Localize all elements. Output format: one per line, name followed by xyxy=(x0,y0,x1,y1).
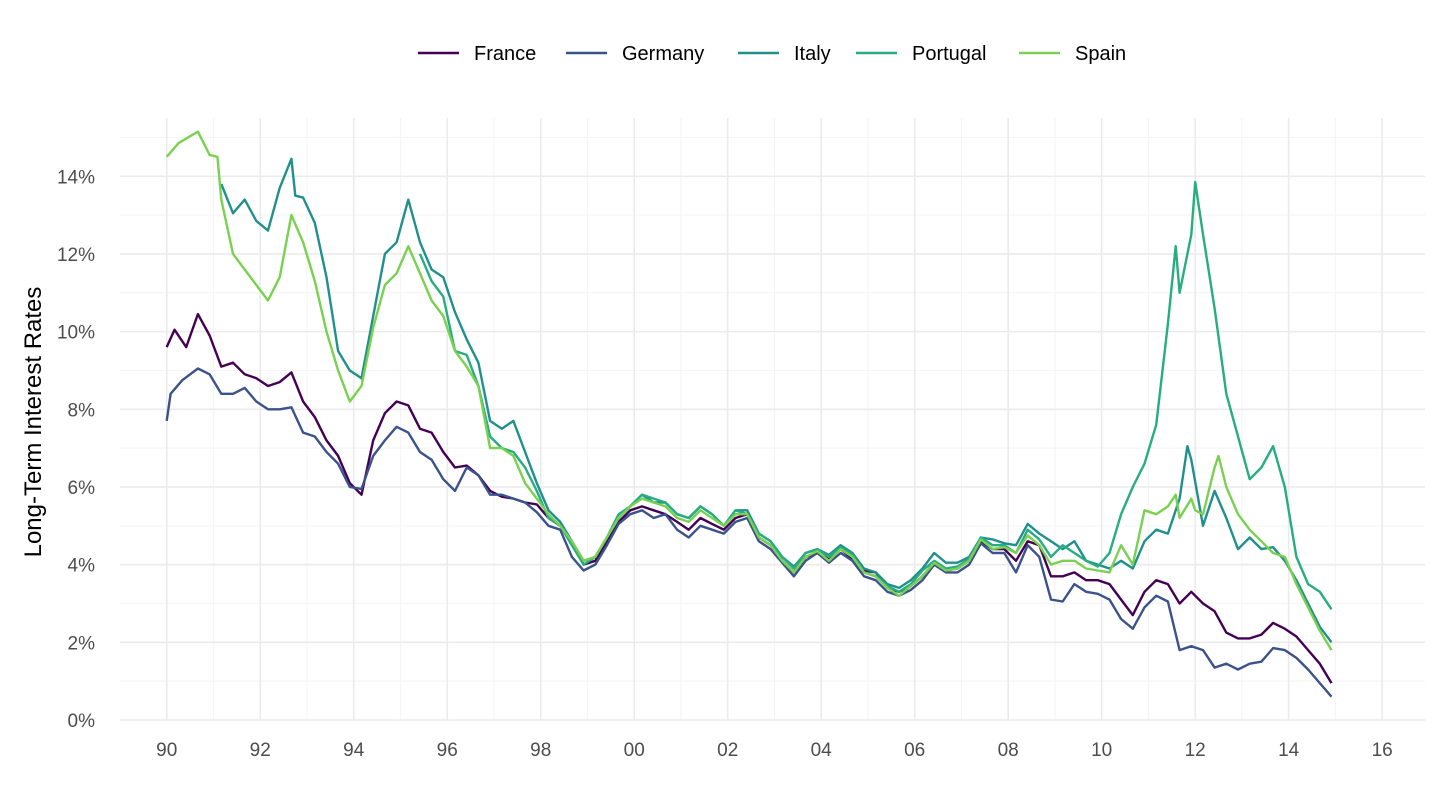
x-tick-label: 96 xyxy=(437,740,458,761)
x-tick-label: 04 xyxy=(811,740,833,761)
y-tick-label: 2% xyxy=(68,633,96,654)
x-tick-label: 14 xyxy=(1278,740,1300,761)
x-axis-tick-labels: 90 92 94 96 98 00 02 04 06 08 10 12 14 16 xyxy=(156,740,1393,761)
x-tick-label: 02 xyxy=(717,740,738,761)
x-tick-label: 00 xyxy=(624,740,645,761)
y-tick-label: 12% xyxy=(57,245,95,266)
legend-label-portugal: Portugal xyxy=(912,43,987,65)
series-line-germany xyxy=(165,367,1333,698)
legend-label-germany: Germany xyxy=(622,43,704,65)
x-tick-label: 92 xyxy=(250,740,271,761)
x-tick-label: 08 xyxy=(998,740,1019,761)
y-tick-label: 10% xyxy=(57,323,95,344)
y-tick-label: 8% xyxy=(68,400,96,421)
x-tick-label: 90 xyxy=(156,740,177,761)
major-gridlines xyxy=(120,118,1425,721)
series-line-italy xyxy=(220,157,1333,644)
x-tick-label: 94 xyxy=(343,740,365,761)
y-tick-label: 6% xyxy=(68,478,96,499)
y-tick-label: 4% xyxy=(68,556,96,577)
x-tick-label: 12 xyxy=(1185,740,1206,761)
legend-label-spain: Spain xyxy=(1075,43,1126,65)
x-tick-label: 16 xyxy=(1372,740,1393,761)
y-axis-title: Long-Term Interest Rates xyxy=(20,287,47,558)
y-axis-tick-labels: 0% 2% 4% 6% 8% 10% 12% 14% xyxy=(57,167,95,732)
series-line-spain xyxy=(165,130,1333,651)
series-lines xyxy=(165,130,1333,698)
y-tick-label: 14% xyxy=(57,167,95,188)
x-tick-label: 98 xyxy=(530,740,551,761)
legend-label-france: France xyxy=(474,43,536,65)
legend: France Germany Italy Portugal Spain xyxy=(418,43,1126,65)
y-tick-label: 0% xyxy=(68,711,96,732)
legend-label-italy: Italy xyxy=(794,43,831,65)
series-line-france xyxy=(165,312,1333,684)
minor-gridlines xyxy=(120,118,1425,720)
x-tick-label: 10 xyxy=(1091,740,1112,761)
series-line-portugal xyxy=(418,180,1333,610)
x-tick-label: 06 xyxy=(904,740,925,761)
